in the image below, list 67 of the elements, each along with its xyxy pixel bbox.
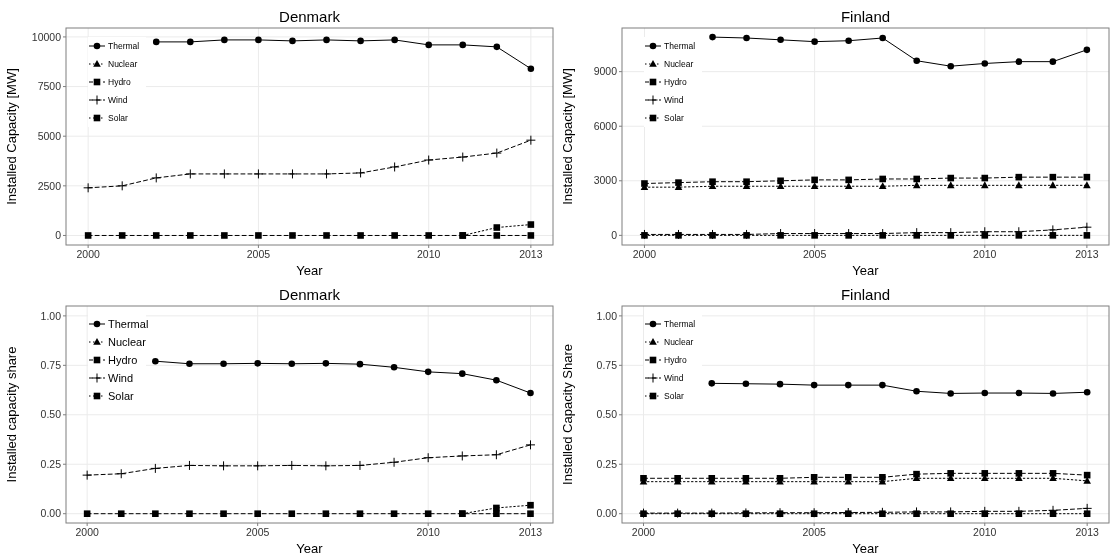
y-axis-title: Installed Capacity [MW] — [560, 68, 575, 205]
x-tick-label: 2000 — [76, 248, 100, 260]
x-tick-label: 2005 — [802, 526, 826, 538]
legend-label: Solar — [664, 390, 685, 401]
x-tick-label: 2005 — [245, 526, 270, 538]
legend-label: Solar — [108, 112, 129, 123]
x-tick-label: 2010 — [417, 248, 441, 260]
y-tick-label: 3000 — [593, 174, 618, 187]
legend-label: Thermal — [664, 40, 696, 51]
y-tick-label: 0 — [55, 229, 62, 242]
y-tick-label: 5000 — [37, 129, 62, 142]
y-tick-label: 0.00 — [40, 507, 62, 520]
x-tick-label: 2000 — [632, 248, 657, 260]
y-axis-title: Installed Capacity [MW] — [4, 68, 19, 205]
legend-label: Wind — [664, 372, 684, 383]
y-tick-label: 0.75 — [596, 359, 618, 372]
x-axis-title: Year — [296, 541, 324, 556]
y-tick-label: 1.00 — [40, 309, 62, 322]
legend-label: Wind — [108, 94, 128, 105]
legend-label: Wind — [108, 371, 134, 384]
x-tick-label: 2010 — [973, 526, 997, 538]
legend-label: Hydro — [664, 354, 687, 365]
y-tick-label: 0.00 — [596, 507, 618, 520]
x-tick-label: 2013 — [1075, 248, 1099, 260]
chart-title: Finland — [840, 8, 891, 25]
x-tick-label: 2010 — [416, 526, 441, 538]
y-tick-label: 9000 — [593, 65, 618, 78]
x-tick-label: 2005 — [802, 248, 827, 260]
y-tick-label: 0.50 — [40, 408, 62, 421]
legend-label: Nuclear — [664, 336, 694, 347]
y-tick-label: 7500 — [37, 80, 62, 93]
y-tick-label: 0 — [611, 229, 618, 242]
legend-label: Nuclear — [108, 58, 138, 69]
legend-label: Solar — [664, 112, 685, 123]
y-tick-label: 0.25 — [596, 457, 618, 470]
x-tick-label: 2013 — [1075, 526, 1099, 538]
x-tick-label: 2000 — [631, 526, 656, 538]
y-axis-title: Installed Capacity Share — [560, 344, 575, 485]
y-tick-label: 10000 — [31, 30, 62, 43]
y-tick-label: 0.25 — [40, 457, 62, 470]
x-axis-title: Year — [852, 263, 880, 278]
y-tick-label: 2500 — [37, 179, 62, 192]
chart-title: Denmark — [279, 8, 341, 25]
x-tick-label: 2010 — [973, 248, 997, 260]
y-axis-title: Installed capacity share — [4, 346, 19, 483]
legend-label: Thermal — [108, 317, 149, 330]
y-tick-label: 0.50 — [596, 408, 618, 421]
x-tick-label: 2013 — [518, 526, 543, 538]
legend-label: Solar — [108, 389, 135, 402]
x-tick-label: 2000 — [75, 526, 99, 538]
legend-label: Thermal — [664, 318, 696, 329]
legend-label: Thermal — [108, 40, 140, 51]
chart-title: Finland — [840, 286, 891, 303]
legend-label: Nuclear — [108, 335, 147, 348]
x-axis-title: Year — [296, 263, 324, 278]
chart-title: Denmark — [279, 286, 341, 303]
y-tick-label: 6000 — [593, 119, 618, 132]
legend-label: Wind — [664, 94, 684, 105]
legend-label: Hydro — [108, 76, 131, 87]
y-tick-label: 0.75 — [40, 359, 62, 372]
x-axis-title: Year — [852, 541, 880, 556]
legend-label: Hydro — [108, 353, 138, 366]
legend-label: Hydro — [664, 76, 687, 87]
legend-label: Nuclear — [664, 58, 694, 69]
y-tick-label: 1.00 — [596, 309, 618, 322]
x-tick-label: 2013 — [519, 248, 543, 260]
x-tick-label: 2005 — [246, 248, 271, 260]
